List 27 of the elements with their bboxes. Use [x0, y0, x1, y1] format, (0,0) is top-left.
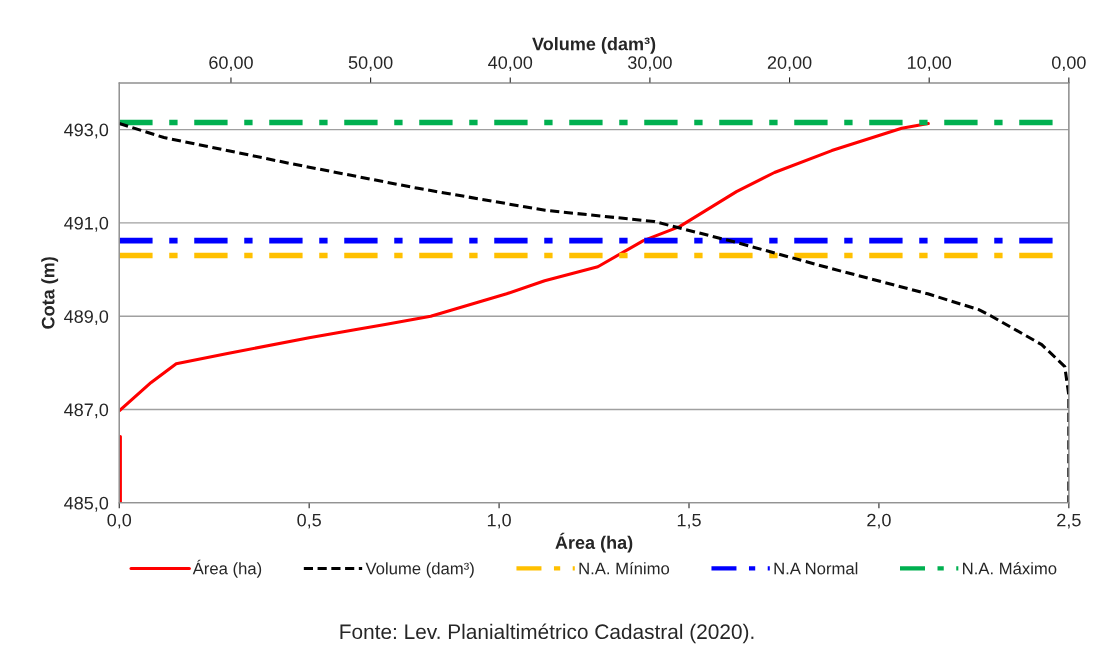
y-tick-label: 485,0	[64, 496, 109, 512]
y-tick-label: 489,0	[64, 310, 109, 326]
x2-tick-label: 60,00	[209, 56, 253, 72]
x-tick-label: 2,5	[1057, 513, 1081, 529]
x2-tick-label: 40,00	[488, 56, 533, 72]
x2-tick-label: 30,00	[628, 56, 672, 72]
source-note: Fonte: Lev. Planialtimétrico Cadastral (2020).	[340, 623, 754, 644]
legend-label: Área (ha)	[192, 559, 262, 578]
y-tick-label: 491,0	[64, 216, 109, 232]
y-tick-label: 487,0	[64, 403, 109, 419]
y-tick-label: 493,0	[64, 123, 109, 139]
x-tick-label: 1,5	[677, 513, 701, 529]
x-tick-label: 0,0	[107, 513, 132, 529]
x-tick-label: 1,0	[487, 513, 511, 529]
x-axis-title: Área (ha)	[555, 532, 633, 553]
y-axis-title: Cota (m)	[41, 257, 59, 329]
x2-tick-label: 50,00	[348, 56, 393, 72]
x-tick-label: 0,5	[297, 513, 321, 529]
x-tick-label: 2,0	[867, 513, 891, 529]
x2-tick-label: 0,00	[1051, 56, 1086, 72]
x2-axis-title: Volume (dam³)	[532, 37, 656, 54]
legend-label: Volume (dam³)	[365, 562, 474, 578]
x2-tick-label: 20,00	[767, 56, 812, 72]
legend-label: N.A. Máximo	[963, 561, 1057, 575]
legend-label: N.A Normal	[774, 562, 858, 575]
x2-tick-label: 10,00	[907, 56, 952, 72]
legend-label: N.A. Mínimo	[579, 561, 670, 575]
